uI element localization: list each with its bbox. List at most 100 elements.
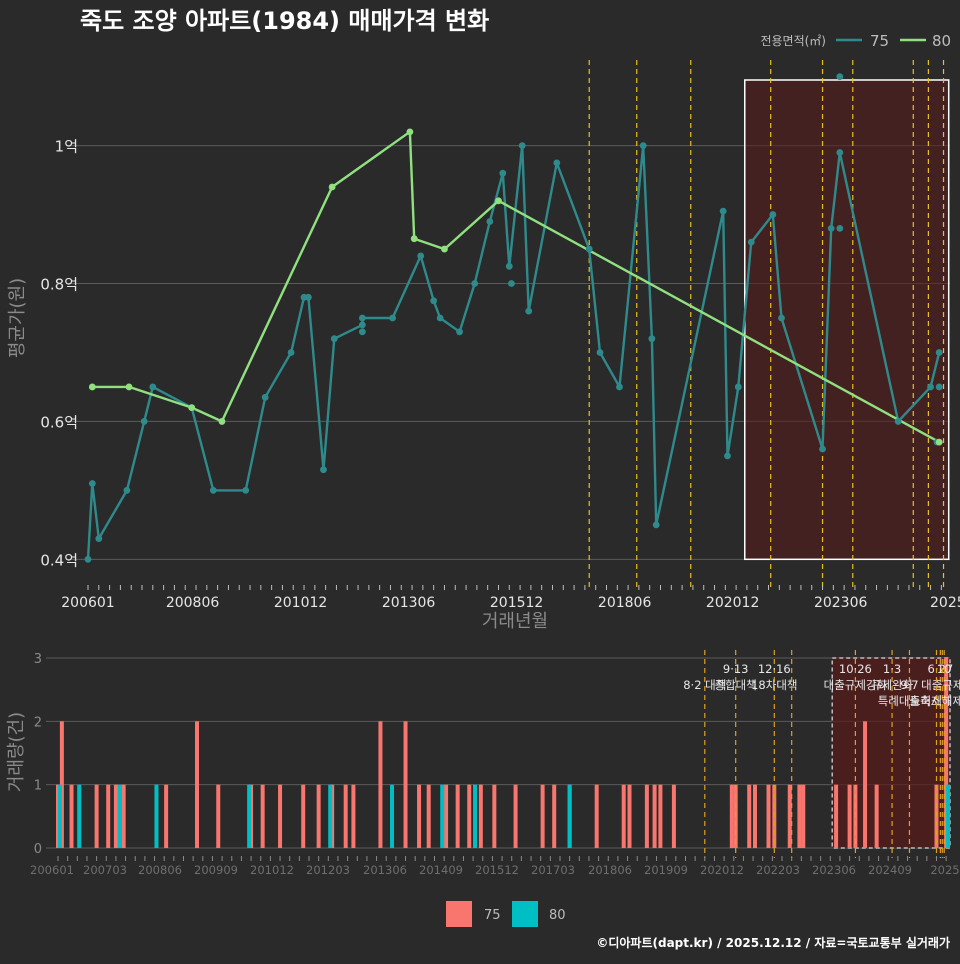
bar-75 [944, 658, 949, 848]
bar-75 [492, 784, 497, 848]
bar-80 [57, 784, 62, 848]
policy-label: 10 [937, 662, 952, 676]
x-tick-label: 200909 [194, 863, 238, 877]
bar-75 [351, 784, 356, 848]
bar-75 [834, 784, 839, 848]
bar-75 [467, 784, 472, 848]
series-80-point [935, 438, 943, 446]
x-tick-label: 201806 [588, 863, 632, 877]
shade-region [744, 79, 950, 561]
series-75-point [456, 328, 463, 336]
y-tick-label: 0.8억 [40, 276, 78, 294]
bar-75 [594, 784, 599, 848]
x-tick-label: 201203 [306, 863, 350, 877]
x-tick-label: 202203 [756, 863, 800, 877]
x-tick-label: 201909 [644, 863, 688, 877]
series-75-point [935, 349, 943, 356]
series-75-point [88, 480, 96, 487]
y-tick-label: 0 [34, 842, 42, 857]
policy-label: 규제완화 [871, 678, 914, 692]
series-75-point [320, 466, 327, 474]
bar-75 [652, 784, 657, 848]
series-75-point [358, 314, 366, 322]
bar-75 [195, 721, 200, 848]
bar-75 [621, 784, 626, 848]
y-tick-label: 2 [34, 715, 42, 730]
policy-label: 18차대책 [751, 678, 797, 692]
legend-75-label: 75 [870, 32, 889, 50]
series-75-point [330, 335, 338, 343]
series-75-point [585, 245, 593, 253]
series-75-point [518, 142, 526, 150]
series-75-point [508, 280, 515, 287]
bar-75 [658, 784, 663, 848]
x-tick-label: 202306 [814, 595, 868, 611]
x-tick-label: 200703 [83, 863, 127, 877]
bar-75 [847, 784, 852, 848]
policy-label: 12·16 [758, 662, 791, 676]
series-75-point [652, 521, 660, 529]
policy-label: 9·13 [723, 662, 749, 676]
bar-75 [343, 784, 348, 848]
series-80-line [92, 130, 940, 444]
bar-75 [378, 721, 383, 848]
bar-75 [113, 784, 118, 848]
series-80-point [410, 235, 418, 243]
series-75-point [894, 418, 902, 425]
bar-75 [766, 784, 771, 848]
series-75-point [430, 297, 438, 305]
x-tick-label: 201806 [598, 595, 652, 611]
x-tick-label: 202409 [868, 863, 912, 877]
bar-80 [328, 784, 333, 848]
series-75-point [596, 349, 604, 356]
series-75-point [149, 383, 157, 391]
series-75-point [827, 224, 835, 232]
x-tick-label: 201306 [363, 863, 407, 877]
bar-75 [216, 784, 221, 848]
bar-80 [567, 784, 572, 848]
series-75-point [525, 307, 533, 315]
x-tick-label: 201409 [419, 863, 463, 877]
y-tick-label: 0.4억 [40, 551, 78, 569]
bar-75 [540, 784, 545, 848]
policy-label: 종합대책 [715, 678, 757, 692]
policy-label: 대출규제 [921, 678, 960, 692]
bar-75 [301, 784, 306, 848]
shade-region [831, 657, 951, 849]
bar-75 [671, 784, 676, 848]
policy-label: 9·7 [900, 678, 918, 692]
series-75-point [553, 159, 561, 167]
y-tick-label: 3 [34, 652, 42, 667]
x-tick-label: 202012 [700, 863, 744, 877]
x-tick-label: 200806 [166, 595, 220, 611]
x-tick-label: 200601 [61, 595, 114, 611]
bar-75 [417, 784, 422, 848]
policy-label: 대출규제강화 [824, 678, 888, 692]
x-axis-title: 거래년월 [482, 611, 548, 632]
x-tick-label: 201512 [490, 595, 543, 611]
series-75-point [734, 383, 742, 391]
bar-75 [106, 784, 111, 848]
bar-75 [801, 784, 806, 848]
series-75-point [769, 211, 777, 218]
x-tick-label: 200806 [138, 863, 182, 877]
series-80-point [406, 128, 414, 136]
legend-80-swatch [512, 901, 538, 927]
series-80-point [441, 245, 448, 253]
series-80-point [88, 383, 96, 391]
series-75-point [358, 328, 366, 336]
series-75-point [639, 142, 647, 150]
x-tick-label: 2025 [930, 863, 959, 877]
bar-75 [747, 784, 752, 848]
bar-80 [390, 784, 395, 848]
bar-75 [644, 784, 649, 848]
series-75-point [209, 486, 217, 494]
series-80-point [218, 418, 226, 425]
bar-80 [473, 784, 478, 848]
series-75-point [836, 73, 844, 81]
series-75-point [505, 262, 513, 270]
bar-75 [444, 784, 449, 848]
series-75-point [819, 445, 826, 453]
bar-75 [874, 784, 879, 848]
